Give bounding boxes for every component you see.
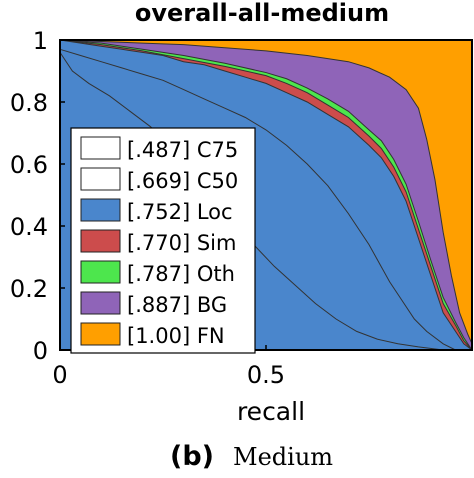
- y-tick-label: 0: [33, 337, 48, 365]
- y-tick-label: 1: [33, 27, 48, 55]
- y-tick-label: 0.2: [10, 275, 48, 303]
- legend: [.487] C75 [.669] C50 [.752] Loc [.770] Sim…: [70, 127, 256, 354]
- caption-text: Medium: [233, 443, 333, 471]
- chart-title: overall-all-medium: [135, 0, 389, 27]
- legend-label: [.487] C75: [127, 138, 238, 162]
- legend-label: [.752] Loc: [127, 200, 233, 224]
- y-tick-label: 0.8: [10, 89, 48, 117]
- y-axis: 0 0.2 0.4 0.6 0.8 1: [10, 27, 65, 365]
- curve-669-c50: [59, 48, 456, 351]
- curve-layer: [59, 39, 473, 351]
- legend-swatch: [80, 291, 121, 315]
- x-axis-label: recall: [237, 397, 305, 426]
- legend-label: [.770] Sim: [127, 231, 236, 255]
- legend-label: [.787] Oth: [127, 262, 235, 286]
- curve-887-bg: [59, 39, 473, 345]
- x-axis: 0 0.5: [52, 345, 285, 389]
- legend-swatch: [80, 198, 121, 222]
- legend-swatch: [80, 260, 121, 284]
- curve-770-sim: [59, 39, 473, 351]
- x-tick-label: 0: [52, 361, 67, 389]
- curve-787-oth: [59, 39, 473, 351]
- y-tick-label: 0.4: [10, 213, 48, 241]
- legend-box: [70, 127, 256, 354]
- legend-swatch: [80, 136, 121, 160]
- legend-label: [1.00] FN: [127, 324, 225, 348]
- y-tick-label: 0.6: [10, 151, 48, 179]
- curve-752-loc: [59, 39, 473, 351]
- x-tick-label: 0.5: [247, 361, 285, 389]
- legend-label: [.887] BG: [127, 293, 227, 317]
- legend-swatch: [80, 229, 121, 253]
- legend-swatch: [80, 167, 121, 191]
- legend-swatch: [80, 322, 121, 346]
- legend-label: [.669] C50: [127, 169, 238, 193]
- caption-label: (b): [170, 441, 214, 472]
